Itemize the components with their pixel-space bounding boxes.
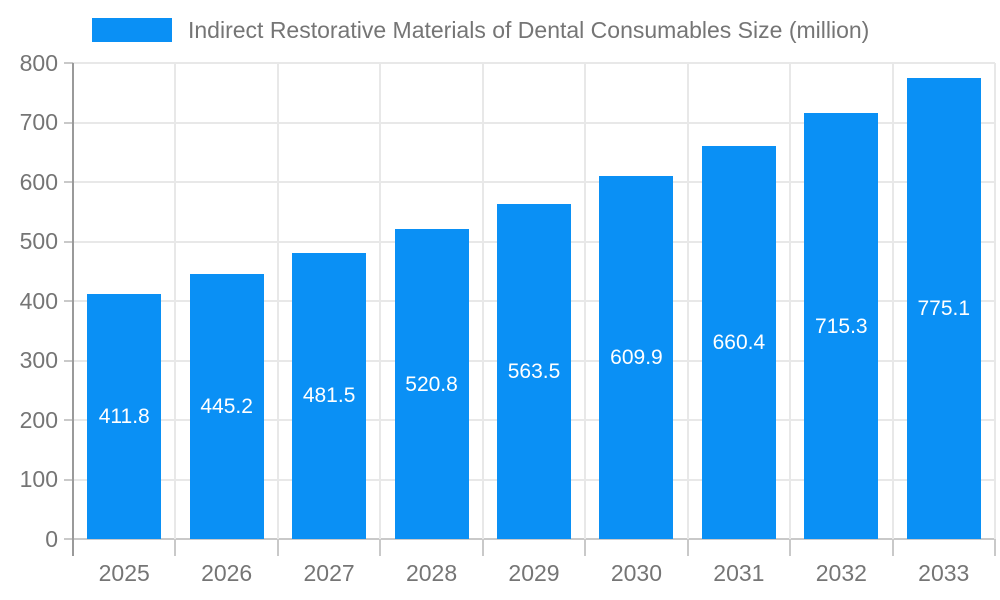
x-tick	[584, 539, 587, 556]
bar	[599, 176, 674, 539]
v-gridline	[686, 63, 689, 539]
x-tick	[379, 539, 382, 556]
v-gridline	[994, 63, 996, 539]
legend-swatch	[92, 18, 172, 42]
y-tick-label: 400	[19, 287, 58, 314]
y-tick	[64, 478, 73, 481]
y-tick-label: 500	[19, 228, 58, 254]
x-tick	[174, 539, 177, 556]
y-tick	[64, 62, 73, 64]
v-gridline	[379, 63, 382, 539]
x-tick-label: 2029	[508, 560, 560, 586]
v-gridline	[481, 63, 484, 539]
x-tick	[789, 539, 792, 556]
bar-value-label: 609.9	[610, 346, 663, 370]
bar-value-label: 775.1	[917, 296, 971, 320]
legend-label: Indirect Restorative Materials of Dental…	[188, 17, 870, 43]
bar	[906, 77, 981, 539]
x-tick-label: 2030	[610, 560, 663, 586]
x-tick-label: 2026	[201, 560, 253, 586]
x-tick-label: 2027	[303, 560, 355, 586]
x-axis-baseline	[73, 538, 995, 540]
x-tick-label: 2025	[98, 560, 150, 586]
x-tick-label: 2031	[713, 560, 765, 586]
y-tick-label: 0	[45, 525, 58, 552]
y-tick	[64, 538, 73, 540]
y-tick-label: 100	[19, 466, 58, 492]
y-tick-label: 600	[19, 168, 58, 195]
bar	[189, 274, 264, 539]
y-axis-line	[72, 63, 74, 556]
v-gridline	[789, 63, 792, 539]
v-gridline	[276, 63, 279, 539]
h-gridline	[73, 181, 995, 183]
x-tick-label: 2028	[405, 560, 458, 586]
bar	[804, 113, 879, 539]
h-gridline	[73, 121, 995, 124]
bar-value-label: 563.5	[507, 359, 561, 383]
v-gridline	[891, 63, 894, 539]
bar	[497, 203, 571, 539]
bar-value-label: 481.5	[302, 384, 356, 408]
bar	[87, 293, 162, 539]
chart-legend: Indirect Restorative Materials of Dental…	[92, 14, 869, 46]
y-tick	[64, 121, 73, 124]
bar-value-label: 411.8	[98, 404, 150, 428]
x-tick-label: 2032	[815, 560, 867, 586]
y-tick-label: 700	[19, 109, 58, 135]
y-tick	[64, 419, 73, 421]
bar	[701, 146, 776, 539]
y-tick	[64, 181, 73, 183]
bar	[292, 252, 367, 539]
y-tick	[64, 300, 73, 302]
bar-value-label: 445.2	[200, 395, 253, 419]
y-tick	[64, 359, 73, 362]
y-tick-label: 800	[19, 49, 58, 76]
x-tick-label: 2033	[918, 560, 970, 586]
y-tick-label: 300	[19, 347, 58, 373]
v-gridline	[584, 63, 587, 539]
y-tick	[64, 240, 73, 243]
h-gridline	[73, 62, 995, 64]
v-gridline	[174, 63, 177, 539]
bar	[394, 229, 469, 539]
x-tick	[686, 539, 689, 556]
bar-value-label: 660.4	[712, 331, 766, 355]
bar-value-label: 520.8	[405, 372, 458, 396]
y-tick-label: 200	[19, 406, 58, 433]
x-tick	[994, 539, 996, 556]
bar-value-label: 715.3	[815, 314, 868, 338]
x-tick	[276, 539, 279, 556]
x-tick	[891, 539, 894, 556]
x-tick	[481, 539, 484, 556]
